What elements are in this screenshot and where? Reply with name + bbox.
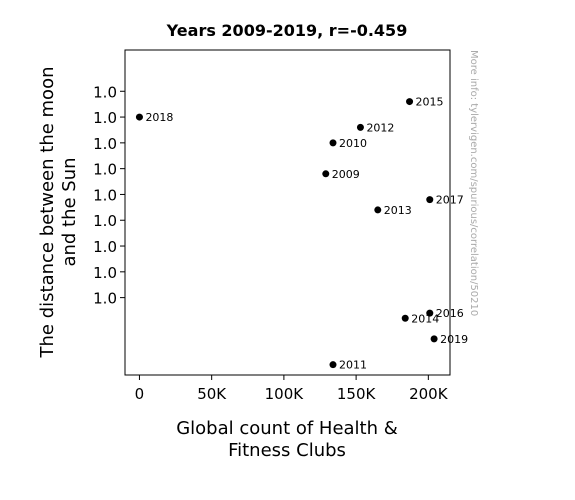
point-label-2017: 2017 [436, 194, 464, 207]
data-point-2014 [401, 314, 409, 322]
data-point-2015 [406, 98, 414, 106]
x-tick-label-4: 200K [409, 385, 449, 403]
data-point-2009 [322, 170, 330, 178]
y-tick-label-6: 1.0 [93, 238, 117, 256]
point-label-2016: 2016 [436, 307, 464, 320]
x-tick-label-1: 50K [197, 385, 227, 403]
y-axis-label-line-2: and the Sun [59, 157, 80, 266]
y-axis-label-line-1: The distance between the moon [37, 67, 58, 359]
x-axis: 0 50K 100K 150K 200K [135, 375, 449, 403]
watermark: More info: tylervigen.com/spurious/corre… [468, 50, 479, 316]
y-tick-label-5: 1.0 [93, 212, 117, 230]
point-label-2009: 2009 [332, 168, 360, 181]
x-axis-label-line-1: Global count of Health & [176, 418, 398, 439]
x-tick-label-2: 100K [265, 385, 305, 403]
point-label-2015: 2015 [416, 96, 444, 109]
y-tick-label-8: 1.0 [93, 290, 117, 308]
data-point-2017 [426, 196, 434, 204]
y-tick-label-3: 1.0 [93, 161, 117, 179]
chart-title: Years 2009-2019, r=-0.459 [166, 21, 408, 40]
y-tick-label-0: 1.0 [93, 83, 117, 101]
y-tick-label-4: 1.0 [93, 186, 117, 204]
data-point-2012 [356, 123, 364, 131]
point-label-2011: 2011 [339, 359, 367, 372]
data-point-2010 [329, 139, 337, 147]
y-tick-label-7: 1.0 [93, 264, 117, 282]
data-point-2018 [135, 113, 143, 121]
point-label-2012: 2012 [366, 121, 394, 134]
y-axis: 1.0 1.0 1.0 1.0 1.0 1.0 1.0 1.0 1.0 [93, 83, 125, 308]
data-point-2013 [374, 206, 382, 214]
point-label-2010: 2010 [339, 137, 367, 150]
point-label-2019: 2019 [440, 333, 468, 346]
data-point-2016 [426, 309, 434, 317]
y-tick-label-1: 1.0 [93, 109, 117, 127]
plot-area [124, 49, 451, 376]
x-axis-label-line-2: Fitness Clubs [228, 440, 346, 461]
x-tick-label-0: 0 [135, 385, 145, 403]
x-tick-label-3: 150K [337, 385, 377, 403]
data-point-2019 [430, 335, 438, 343]
point-label-2013: 2013 [384, 204, 412, 217]
data-points: 2009201020112012201320142015201620172018… [135, 96, 468, 372]
data-point-2011 [329, 361, 337, 369]
y-tick-label-2: 1.0 [93, 135, 117, 153]
point-label-2018: 2018 [145, 111, 173, 124]
